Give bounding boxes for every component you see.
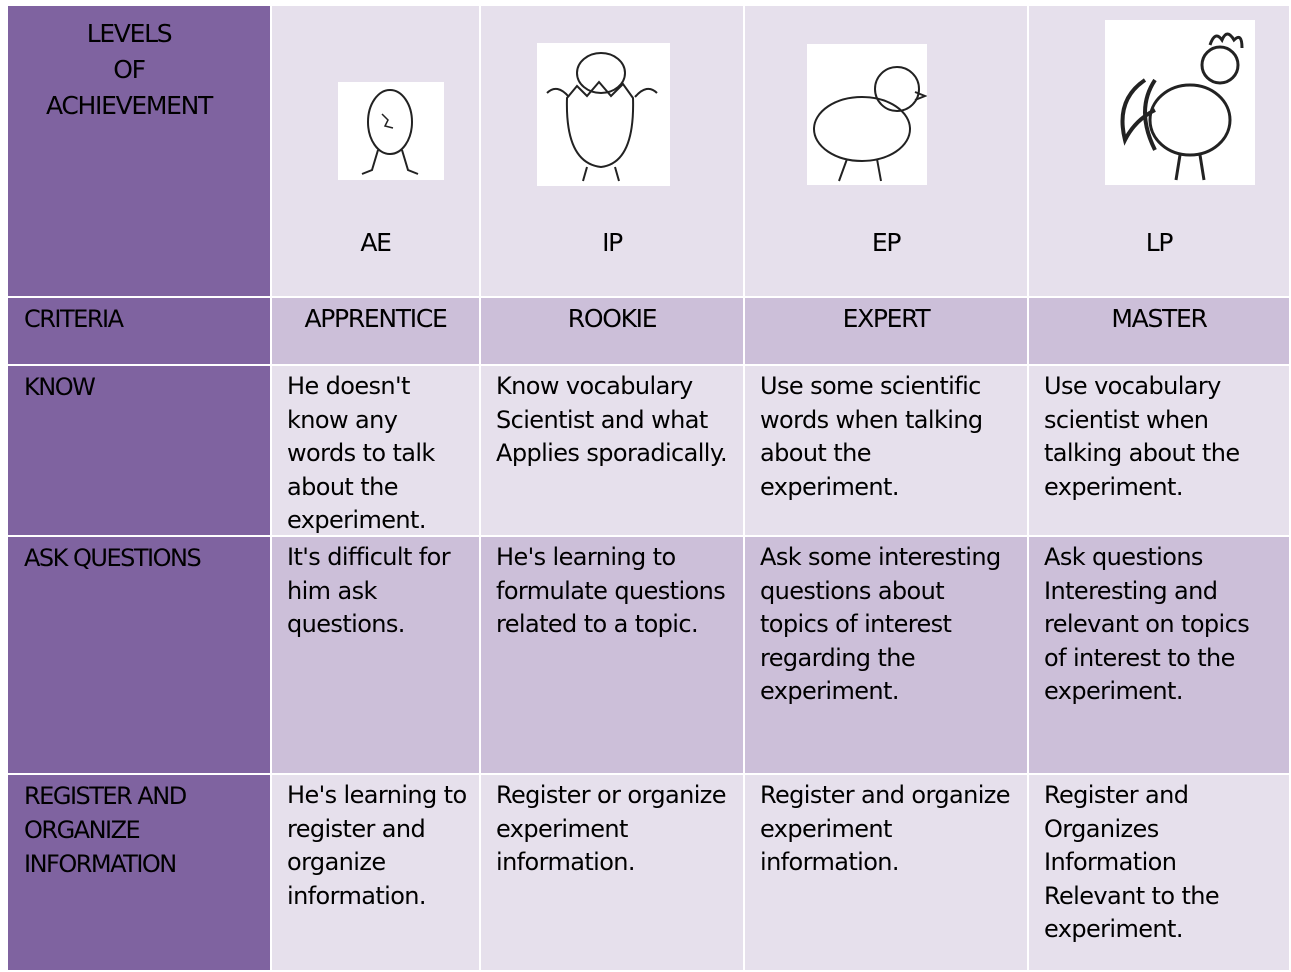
criterion-cell: REGISTER AND ORGANIZE INFORMATION [8, 775, 270, 970]
level-code: AE [360, 228, 392, 257]
level-name: APPRENTICE [304, 304, 447, 333]
descriptor-cell: He's learning to register and organize i… [272, 775, 479, 970]
level-code: LP [1145, 228, 1174, 257]
descriptor: He's learning to formulate questions rel… [496, 543, 726, 638]
descriptor-cell: It's difficult for him ask questions. [272, 537, 479, 773]
criteria-label: CRITERIA [24, 305, 124, 333]
descriptor: Use vocabulary scientist when talking ab… [1044, 372, 1240, 501]
criterion: REGISTER AND ORGANIZE INFORMATION [24, 782, 187, 878]
level-name: MASTER [1111, 304, 1207, 333]
level-code: IP [602, 228, 623, 257]
descriptor: Ask questions Interesting and relevant o… [1044, 543, 1250, 705]
descriptor-cell: Use some scientific words when talking a… [745, 366, 1027, 535]
level-name-cell: APPRENTICE [272, 298, 479, 364]
chick-image [807, 44, 927, 185]
criterion-cell: KNOW [8, 366, 270, 535]
level-name: EXPERT [842, 304, 931, 333]
title-line: ACHIEVEMENT [45, 91, 213, 120]
criterion: KNOW [24, 373, 96, 401]
descriptor: Register and Organizes Information Relev… [1044, 781, 1220, 943]
egg-image [338, 82, 444, 180]
descriptor: Use some scientific words when talking a… [760, 372, 983, 501]
title-cell: LEVELS OF ACHIEVEMENT [8, 6, 270, 296]
descriptor-cell: Register and organize experiment informa… [745, 775, 1027, 970]
level-name: ROOKIE [567, 304, 658, 333]
criterion-cell: ASK QUESTIONS [8, 537, 270, 773]
descriptor-cell: He's learning to formulate questions rel… [481, 537, 743, 773]
descriptor: He's learning to register and organize i… [287, 781, 467, 910]
criterion: ASK QUESTIONS [24, 544, 202, 572]
level-name-cell: ROOKIE [481, 298, 743, 364]
level-name-cell: EXPERT [745, 298, 1027, 364]
descriptor-cell: Ask questions Interesting and relevant o… [1029, 537, 1289, 773]
title-line: OF [113, 55, 146, 84]
descriptor: He doesn't know any words to talk about … [287, 372, 435, 534]
descriptor: Know vocabulary Scientist and what Appli… [496, 372, 728, 467]
descriptor-cell: Use vocabulary scientist when talking ab… [1029, 366, 1289, 535]
descriptor-cell: Know vocabulary Scientist and what Appli… [481, 366, 743, 535]
descriptor: Ask some interesting questions about top… [760, 543, 1001, 705]
rooster-image [1105, 20, 1255, 185]
hatchling-image [537, 43, 670, 186]
descriptor: Register and organize experiment informa… [760, 781, 1011, 876]
level-code: EP [871, 228, 902, 257]
criteria-label-cell: CRITERIA [8, 298, 270, 364]
title-line: LEVELS [86, 19, 173, 48]
level-name-cell: MASTER [1029, 298, 1289, 364]
descriptor-cell: He doesn't know any words to talk about … [272, 366, 479, 535]
descriptor-cell: Register or organize experiment informat… [481, 775, 743, 970]
descriptor: It's difficult for him ask questions. [287, 543, 451, 638]
descriptor-cell: Register and Organizes Information Relev… [1029, 775, 1289, 970]
descriptor: Register or organize experiment informat… [496, 781, 727, 876]
descriptor-cell: Ask some interesting questions about top… [745, 537, 1027, 773]
